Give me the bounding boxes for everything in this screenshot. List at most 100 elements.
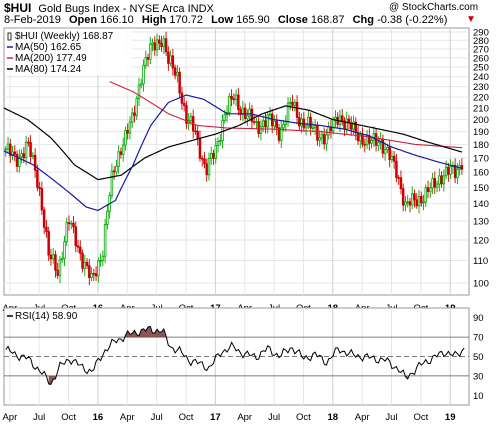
candle-body bbox=[137, 84, 141, 99]
price-candle bbox=[63, 235, 66, 266]
candle-body bbox=[167, 51, 170, 64]
candle-body bbox=[15, 153, 19, 167]
copyright[interactable]: @ StockCharts.com bbox=[389, 2, 479, 13]
price-candle bbox=[182, 96, 186, 112]
candle-body bbox=[268, 113, 272, 116]
candle-body bbox=[110, 170, 114, 196]
candle-body bbox=[162, 38, 166, 48]
candle-body bbox=[13, 151, 17, 155]
price-candle bbox=[266, 112, 269, 134]
chg-label: Chg bbox=[352, 14, 374, 26]
ma200-line bbox=[109, 81, 463, 149]
candle-body bbox=[257, 121, 260, 134]
candle-body bbox=[356, 132, 360, 142]
candle-body bbox=[97, 260, 100, 277]
price-candle bbox=[13, 145, 17, 162]
candle-body bbox=[142, 64, 145, 85]
candle-body bbox=[207, 158, 211, 176]
candle-body bbox=[49, 254, 53, 260]
price-candle bbox=[142, 59, 145, 92]
rsi-xtick-label: 17 bbox=[210, 412, 221, 423]
candle-body bbox=[433, 178, 437, 188]
price-candle bbox=[250, 104, 254, 130]
price-ytick-label: 140 bbox=[473, 199, 489, 210]
legend-entry: MA(80) 174.24 bbox=[15, 64, 82, 75]
price-candle bbox=[205, 158, 208, 182]
price-candle bbox=[47, 226, 50, 262]
candle-body bbox=[119, 151, 123, 155]
candle-body bbox=[327, 126, 330, 136]
price-candle bbox=[420, 191, 423, 207]
candle-body bbox=[60, 258, 64, 261]
candle-body bbox=[196, 130, 199, 139]
price-candle bbox=[119, 147, 123, 159]
candle-body bbox=[219, 140, 222, 142]
legend-candle-swatch bbox=[7, 32, 12, 41]
price-candle bbox=[18, 149, 21, 173]
candle-body bbox=[158, 39, 161, 44]
candle-body bbox=[38, 186, 41, 190]
price-candle bbox=[146, 53, 150, 67]
price-candle bbox=[415, 193, 418, 209]
legend-entry: MA(50) 162.65 bbox=[15, 42, 82, 53]
price-ytick-label: 130 bbox=[473, 217, 489, 228]
price-candle bbox=[277, 124, 281, 144]
candle-body bbox=[383, 149, 387, 154]
candle-body bbox=[79, 246, 82, 254]
price-candle bbox=[453, 158, 457, 184]
candle-body bbox=[304, 125, 308, 129]
price-candle bbox=[322, 127, 326, 150]
price-candle bbox=[298, 111, 301, 131]
candle-body bbox=[182, 102, 186, 106]
candle-body bbox=[331, 118, 335, 132]
candle-body bbox=[237, 94, 240, 110]
candle-body bbox=[277, 127, 281, 141]
candle-body bbox=[212, 153, 215, 159]
close-label: Close bbox=[277, 14, 308, 26]
open-value: 166.10 bbox=[100, 14, 134, 26]
price-candle bbox=[370, 136, 373, 149]
price-candle bbox=[241, 100, 245, 122]
candle-body bbox=[388, 146, 391, 161]
price-candle bbox=[151, 38, 154, 52]
candle-body bbox=[334, 116, 337, 120]
candle-body bbox=[130, 112, 134, 123]
price-candle bbox=[6, 136, 10, 153]
candle-body bbox=[390, 155, 394, 161]
price-candle bbox=[126, 123, 129, 140]
candle-body bbox=[397, 177, 400, 179]
price-candle bbox=[280, 120, 283, 148]
candle-body bbox=[160, 42, 163, 48]
price-candle bbox=[153, 36, 157, 56]
price-candle bbox=[252, 114, 256, 125]
price-candle bbox=[180, 86, 184, 110]
price-candle bbox=[422, 194, 425, 211]
candle-body bbox=[101, 255, 105, 261]
price-candle bbox=[117, 145, 120, 174]
candle-body bbox=[420, 195, 423, 204]
price-candle bbox=[155, 33, 159, 57]
candle-body bbox=[6, 143, 10, 150]
candle-body bbox=[133, 112, 136, 116]
price-ytick-label: 110 bbox=[473, 256, 488, 267]
price-candle bbox=[115, 159, 118, 176]
candle-body bbox=[185, 104, 188, 124]
price-candle bbox=[72, 215, 75, 234]
price-candle bbox=[390, 150, 394, 164]
candle-body bbox=[171, 55, 175, 69]
chg-value: -0.38 (-0.22%) bbox=[377, 14, 448, 26]
price-candle bbox=[24, 135, 28, 166]
price-candle bbox=[194, 124, 197, 135]
price-ytick-label: 160 bbox=[473, 168, 489, 179]
price-candle bbox=[162, 35, 166, 54]
candle-body bbox=[359, 133, 362, 142]
price-ytick-label: 200 bbox=[473, 115, 489, 126]
candle-body bbox=[45, 226, 48, 232]
price-candle bbox=[359, 131, 362, 149]
price-candle bbox=[424, 184, 428, 207]
candle-body bbox=[404, 201, 407, 206]
candle-body bbox=[255, 121, 258, 123]
candle-body bbox=[313, 125, 317, 129]
candle-body bbox=[273, 120, 276, 127]
